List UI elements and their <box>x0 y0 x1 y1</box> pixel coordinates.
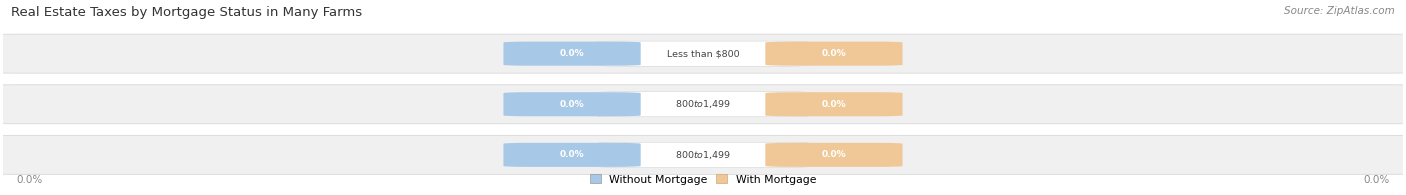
FancyBboxPatch shape <box>503 92 641 116</box>
Text: Real Estate Taxes by Mortgage Status in Many Farms: Real Estate Taxes by Mortgage Status in … <box>11 6 363 19</box>
FancyBboxPatch shape <box>503 143 641 167</box>
Text: 0.0%: 0.0% <box>821 150 846 159</box>
Text: 0.0%: 0.0% <box>17 175 44 185</box>
FancyBboxPatch shape <box>598 92 808 117</box>
FancyBboxPatch shape <box>503 42 641 66</box>
FancyBboxPatch shape <box>0 34 1406 73</box>
Text: $800 to $1,499: $800 to $1,499 <box>675 98 731 110</box>
Text: 0.0%: 0.0% <box>560 150 585 159</box>
Text: 0.0%: 0.0% <box>821 49 846 58</box>
Legend: Without Mortgage, With Mortgage: Without Mortgage, With Mortgage <box>585 170 821 189</box>
Text: Source: ZipAtlas.com: Source: ZipAtlas.com <box>1284 6 1395 16</box>
Text: 0.0%: 0.0% <box>1362 175 1389 185</box>
Text: $800 to $1,499: $800 to $1,499 <box>675 149 731 161</box>
Text: Less than $800: Less than $800 <box>666 49 740 58</box>
FancyBboxPatch shape <box>765 143 903 167</box>
Text: 0.0%: 0.0% <box>560 100 585 109</box>
Text: 0.0%: 0.0% <box>560 49 585 58</box>
FancyBboxPatch shape <box>765 92 903 116</box>
FancyBboxPatch shape <box>598 41 808 66</box>
FancyBboxPatch shape <box>765 42 903 66</box>
FancyBboxPatch shape <box>598 142 808 167</box>
Text: 0.0%: 0.0% <box>821 100 846 109</box>
FancyBboxPatch shape <box>0 135 1406 174</box>
FancyBboxPatch shape <box>0 85 1406 124</box>
